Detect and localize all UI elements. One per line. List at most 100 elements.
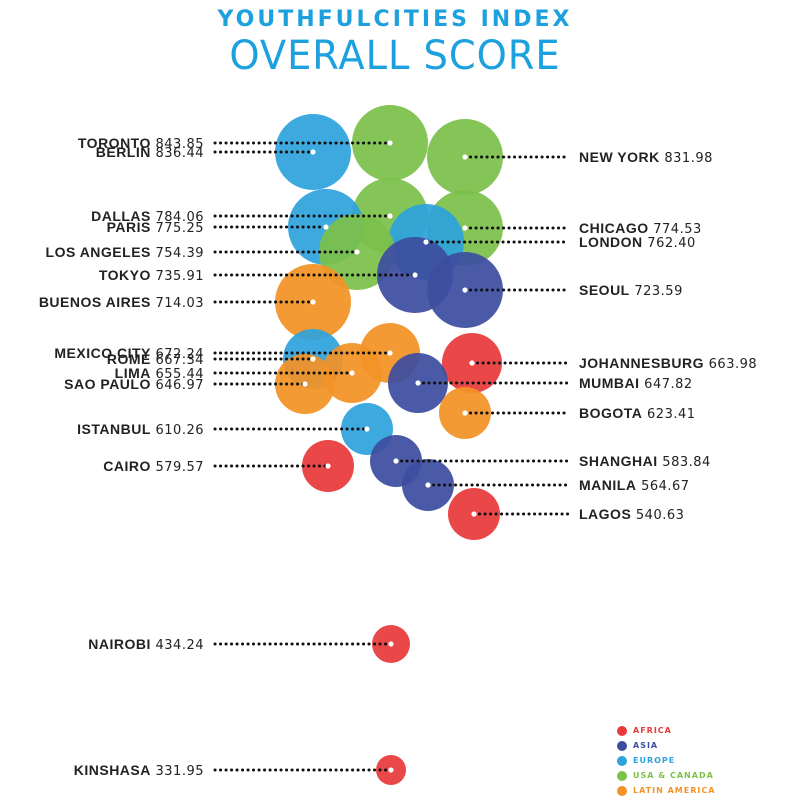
city-name: LOS ANGELES <box>46 244 151 260</box>
city-name: DALLAS <box>91 208 151 224</box>
label-berlin: BERLIN 836.44 <box>96 144 204 161</box>
legend-label: LATIN AMERICA <box>633 786 716 795</box>
label-dallas: DALLAS 784.06 <box>91 208 204 225</box>
city-name: TORONTO <box>78 135 151 151</box>
label-cairo: CAIRO 579.57 <box>103 458 204 475</box>
point-marker-new-york <box>462 154 468 160</box>
label-toronto: TORONTO 843.85 <box>78 135 204 152</box>
point-marker-kinshasa <box>388 767 394 773</box>
point-marker-dallas <box>387 213 393 219</box>
city-score: 663.98 <box>704 357 757 372</box>
legend-item-europe: EUROPE <box>617 753 715 768</box>
city-name: KINSHASA <box>74 762 151 778</box>
legend-swatch <box>617 785 627 796</box>
legend-swatch <box>617 755 627 766</box>
city-name: PARIS <box>107 219 151 235</box>
city-score: 646.97 <box>151 378 204 393</box>
legend-swatch <box>617 740 627 751</box>
city-name: MEXICO CITY <box>54 345 151 361</box>
point-marker-nairobi <box>388 641 394 647</box>
label-chicago: CHICAGO 774.53 <box>579 220 702 237</box>
label-rome: ROME 667.34 <box>107 351 204 368</box>
city-score: 836.44 <box>151 146 204 161</box>
city-score: 579.57 <box>151 460 204 475</box>
city-name: LONDON <box>579 234 643 250</box>
legend-item-africa: AFRICA <box>617 723 715 738</box>
city-score: 655.44 <box>151 367 204 382</box>
city-name: BOGOTA <box>579 405 642 421</box>
label-buenos-aires: BUENOS AIRES 714.03 <box>39 294 204 311</box>
point-marker-cairo <box>325 463 331 469</box>
legend-label: EUROPE <box>633 756 676 765</box>
point-marker-istanbul <box>364 426 370 432</box>
label-new-york: NEW YORK 831.98 <box>579 149 713 166</box>
city-name: NAIROBI <box>88 636 151 652</box>
legend-swatch <box>617 725 627 736</box>
label-nairobi: NAIROBI 434.24 <box>88 636 204 653</box>
point-marker-manila <box>425 482 431 488</box>
point-marker-buenos-aires <box>310 299 316 305</box>
label-mexico-city: MEXICO CITY 672.24 <box>54 345 204 362</box>
city-name: SAO PAULO <box>64 376 151 392</box>
city-score: 714.03 <box>151 296 204 311</box>
city-score: 735.91 <box>151 269 204 284</box>
label-manila: MANILA 564.67 <box>579 477 690 494</box>
city-score: 723.59 <box>630 284 683 299</box>
point-marker-lagos <box>471 511 477 517</box>
chart-header: YOUTHFULCITIES INDEX OVERALL SCORE <box>0 6 790 78</box>
city-score: 754.39 <box>151 246 204 261</box>
label-lima: LIMA 655.44 <box>115 365 204 382</box>
city-score: 762.40 <box>643 236 696 251</box>
legend-item-usa-and-canada: USA & CANADA <box>617 768 715 783</box>
city-score: 667.34 <box>151 353 204 368</box>
label-sao-paulo: SAO PAULO 646.97 <box>64 376 204 393</box>
legend-item-asia: ASIA <box>617 738 715 753</box>
bubbles <box>275 105 503 785</box>
city-score: 564.67 <box>636 479 689 494</box>
legend-label: USA & CANADA <box>633 771 714 780</box>
city-score: 831.98 <box>660 151 713 166</box>
city-name: SHANGHAI <box>579 453 658 469</box>
city-score: 843.85 <box>151 137 204 152</box>
legend-item-latin-america: LATIN AMERICA <box>617 783 715 798</box>
label-london: LONDON 762.40 <box>579 234 696 251</box>
label-los-angeles: LOS ANGELES 754.39 <box>46 244 204 261</box>
point-marker-chicago <box>462 225 468 231</box>
city-score: 540.63 <box>631 508 684 523</box>
point-marker-toronto <box>387 140 393 146</box>
city-name: CHICAGO <box>579 220 649 236</box>
city-score: 583.84 <box>658 455 711 470</box>
city-name: BUENOS AIRES <box>39 294 151 310</box>
city-score: 623.41 <box>642 407 695 422</box>
chart-title: YOUTHFULCITIES INDEX <box>217 7 573 32</box>
city-name: ISTANBUL <box>77 421 151 437</box>
city-name: LAGOS <box>579 506 631 522</box>
point-marker-sao-paulo <box>302 381 308 387</box>
city-name: NEW YORK <box>579 149 660 165</box>
label-johannesburg: JOHANNESBURG 663.98 <box>579 355 757 372</box>
city-name: JOHANNESBURG <box>579 355 704 371</box>
chart-subtitle: OVERALL SCORE <box>229 33 561 79</box>
city-name: MANILA <box>579 477 636 493</box>
point-marker-mexico-city <box>387 350 393 356</box>
city-name: BERLIN <box>96 144 151 160</box>
legend: AFRICA ASIA EUROPE USA & CANADA LATIN AMERIC… <box>617 723 715 798</box>
legend-swatch <box>617 770 627 781</box>
legend-label: ASIA <box>633 741 659 750</box>
point-marker-shanghai <box>393 458 399 464</box>
point-marker-los-angeles <box>354 249 360 255</box>
point-marker-london <box>423 239 429 245</box>
city-name: TOKYO <box>99 267 151 283</box>
point-marker-lima <box>349 370 355 376</box>
point-marker-bogota <box>462 410 468 416</box>
city-score: 331.95 <box>151 764 204 779</box>
point-marker-paris <box>323 224 329 230</box>
label-bogota: BOGOTA 623.41 <box>579 405 696 422</box>
leader-lines <box>213 140 570 773</box>
city-name: MUMBAI <box>579 375 640 391</box>
legend-label: AFRICA <box>633 726 672 735</box>
city-name: SEOUL <box>579 282 630 298</box>
label-tokyo: TOKYO 735.91 <box>99 267 204 284</box>
